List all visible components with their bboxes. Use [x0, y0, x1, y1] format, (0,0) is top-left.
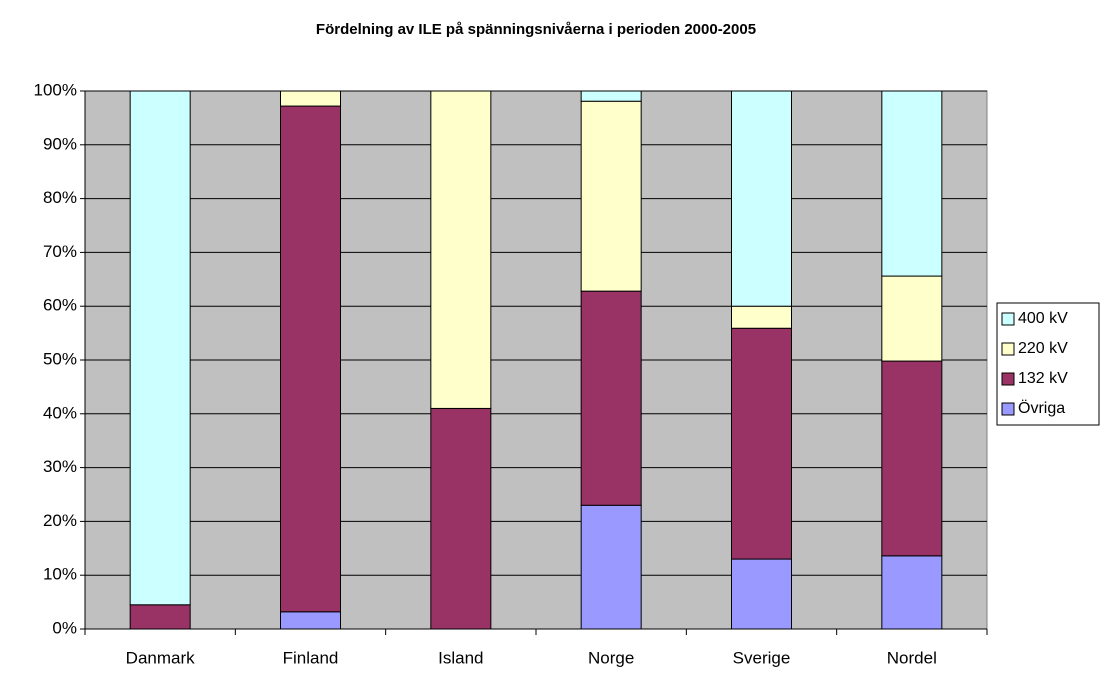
x-tick-label: Danmark — [126, 648, 195, 667]
bar-segment — [881, 275, 943, 362]
bar-segment — [881, 360, 943, 557]
legend-label: 400 kV — [1018, 310, 1068, 327]
y-tick-label: 40% — [43, 403, 77, 422]
y-tick-label: 60% — [43, 296, 77, 315]
legend-swatch — [1001, 402, 1015, 416]
y-tick-label: 30% — [43, 457, 77, 476]
y-tick-label: 20% — [43, 511, 77, 530]
legend-swatch — [1001, 372, 1015, 386]
bar-segment — [280, 611, 341, 630]
legend-label: 220 kV — [1018, 340, 1068, 357]
bar-segment — [280, 90, 341, 107]
y-tick-label: 0% — [52, 618, 77, 637]
bar-segment — [731, 305, 792, 329]
y-tick-label: 10% — [43, 565, 77, 584]
bar-segment — [881, 90, 943, 277]
x-tick-label: Finland — [283, 648, 339, 667]
bar-segment — [731, 327, 792, 560]
bar-segment — [731, 90, 792, 307]
bar-segment — [580, 100, 642, 292]
x-tick-label: Nordel — [887, 648, 937, 667]
bar-segment — [580, 290, 642, 506]
y-tick-label: 90% — [43, 134, 77, 153]
x-tick-label: Norge — [588, 648, 634, 667]
bar-segment — [280, 105, 341, 613]
y-tick-label: 100% — [34, 80, 77, 99]
bar-segment — [881, 555, 943, 630]
bar-segment — [129, 604, 191, 630]
bar-segment — [731, 558, 792, 630]
y-tick-label: 80% — [43, 188, 77, 207]
y-tick-label: 50% — [43, 349, 77, 368]
bar-segment — [580, 90, 642, 102]
y-tick-label: 70% — [43, 242, 77, 261]
legend-label: Övriga — [1018, 399, 1065, 417]
bar-segment — [580, 504, 642, 630]
x-tick-label: Island — [438, 648, 483, 667]
x-tick-label: Sverige — [733, 648, 791, 667]
chart-title: Fördelning av ILE på spänningsnivåerna i… — [316, 21, 756, 38]
bar-segment — [430, 407, 492, 630]
legend-label: 132 kV — [1018, 370, 1068, 387]
bar-segment — [129, 90, 191, 606]
legend-swatch — [1001, 312, 1015, 326]
legend-swatch — [1001, 342, 1015, 356]
bar-segment — [430, 90, 492, 409]
